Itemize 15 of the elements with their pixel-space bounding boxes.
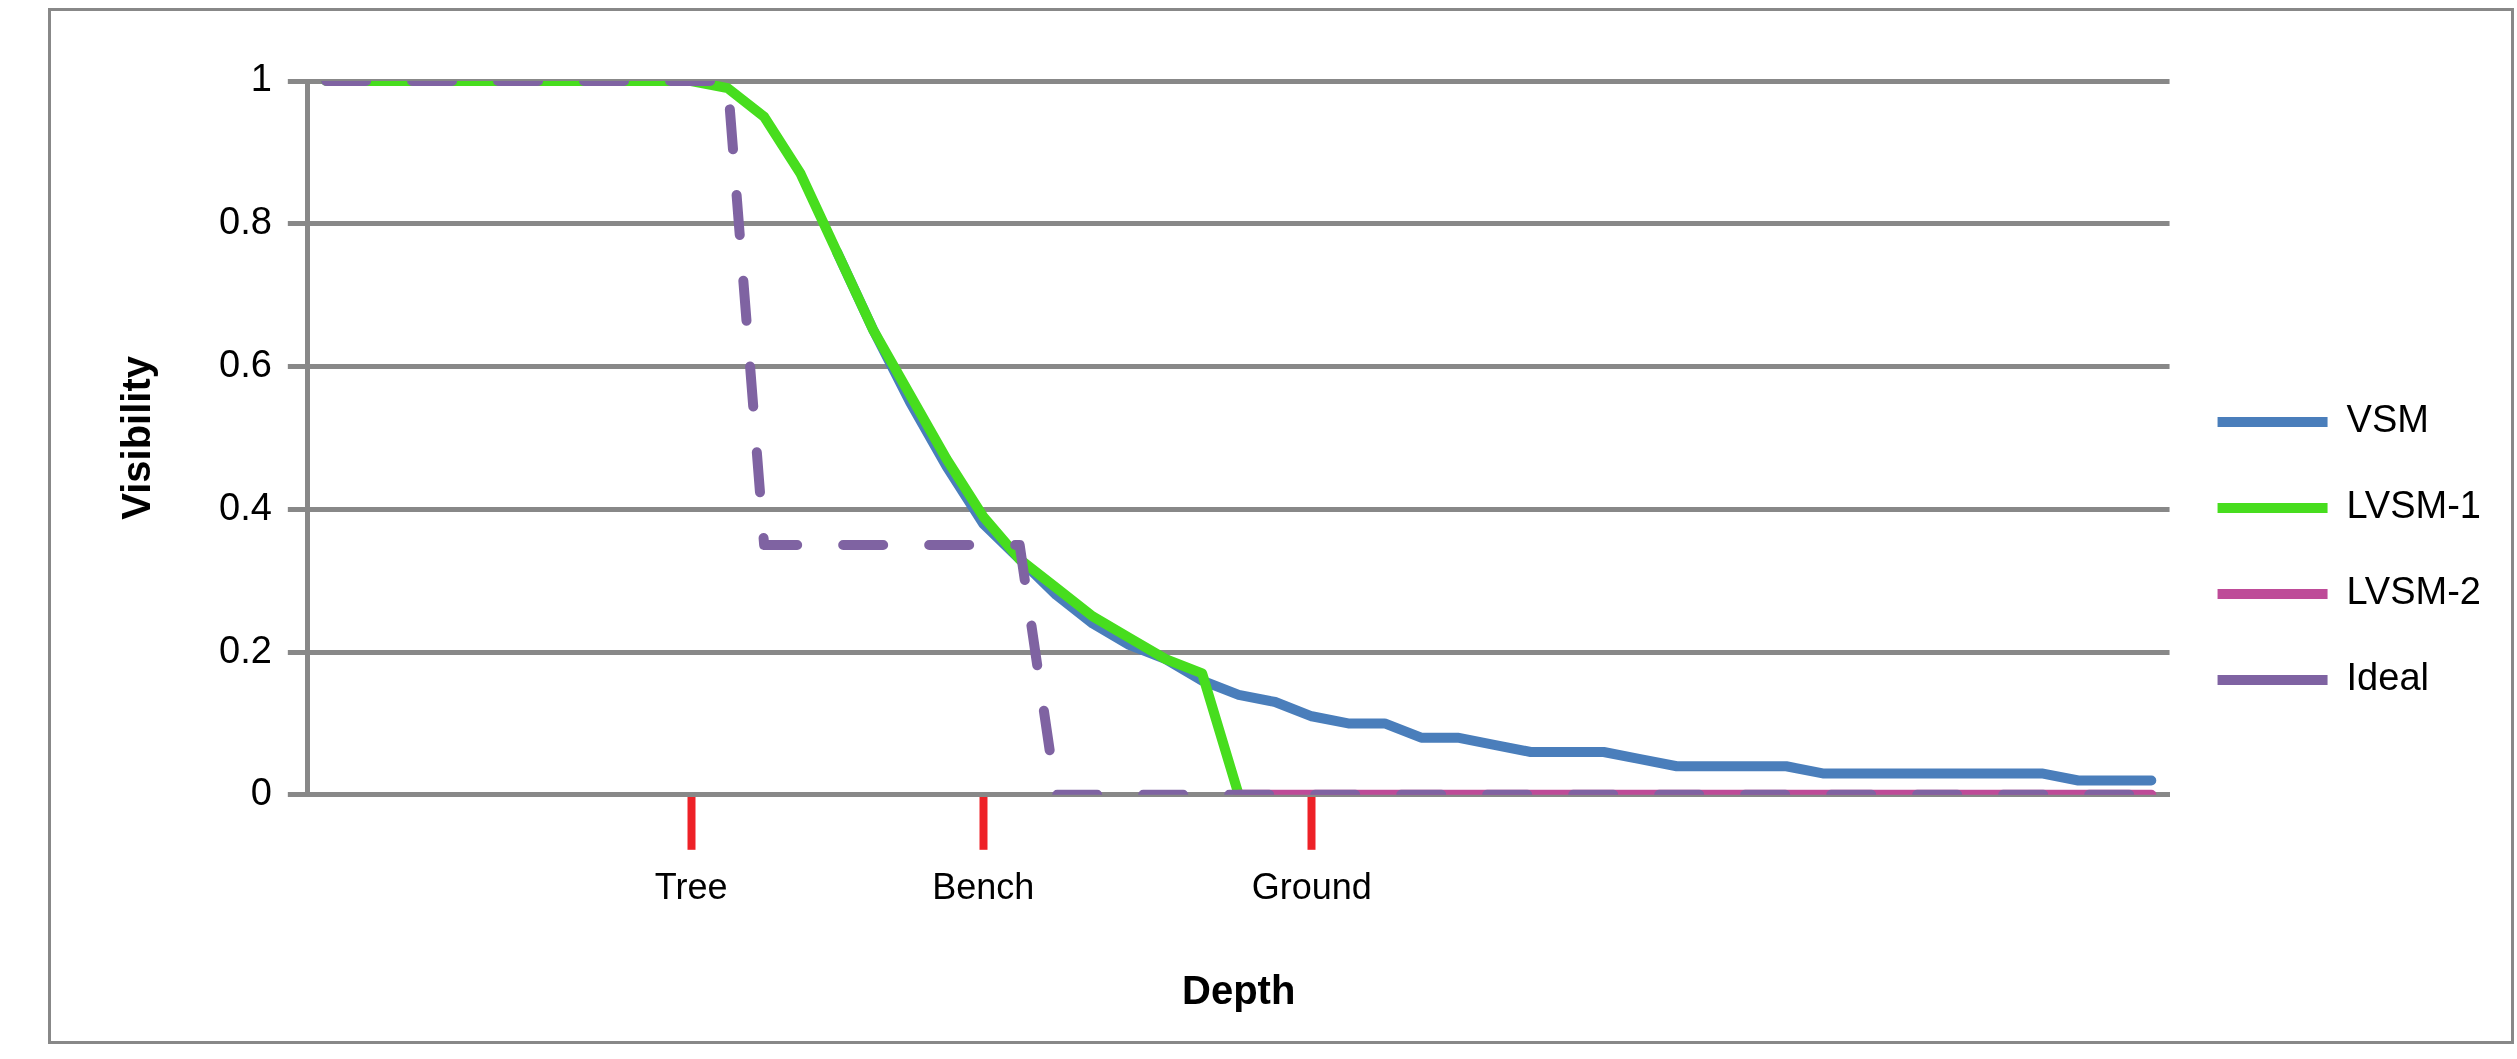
x-tick-label: Ground xyxy=(1251,866,1372,908)
y-tick-label: 0.6 xyxy=(219,343,272,385)
y-tick-label: 0 xyxy=(250,771,272,814)
y-tick-label: 0.4 xyxy=(219,485,272,528)
y-tick-label: 1 xyxy=(250,57,272,100)
legend-label: LVSM-2 xyxy=(2346,570,2482,613)
x-tick-label: Bench xyxy=(932,866,1035,908)
legend-label: VSM xyxy=(2346,398,2429,441)
legend-label: LVSM-1 xyxy=(2346,484,2482,527)
y-tick-label: 0.2 xyxy=(219,628,272,671)
x-axis-title: Depth xyxy=(1182,968,1296,1013)
y-tick-label: 0.8 xyxy=(219,200,272,243)
x-tick-label: Tree xyxy=(654,866,728,908)
y-axis-title: Visibility xyxy=(114,355,159,520)
legend-label: Ideal xyxy=(2346,656,2429,699)
